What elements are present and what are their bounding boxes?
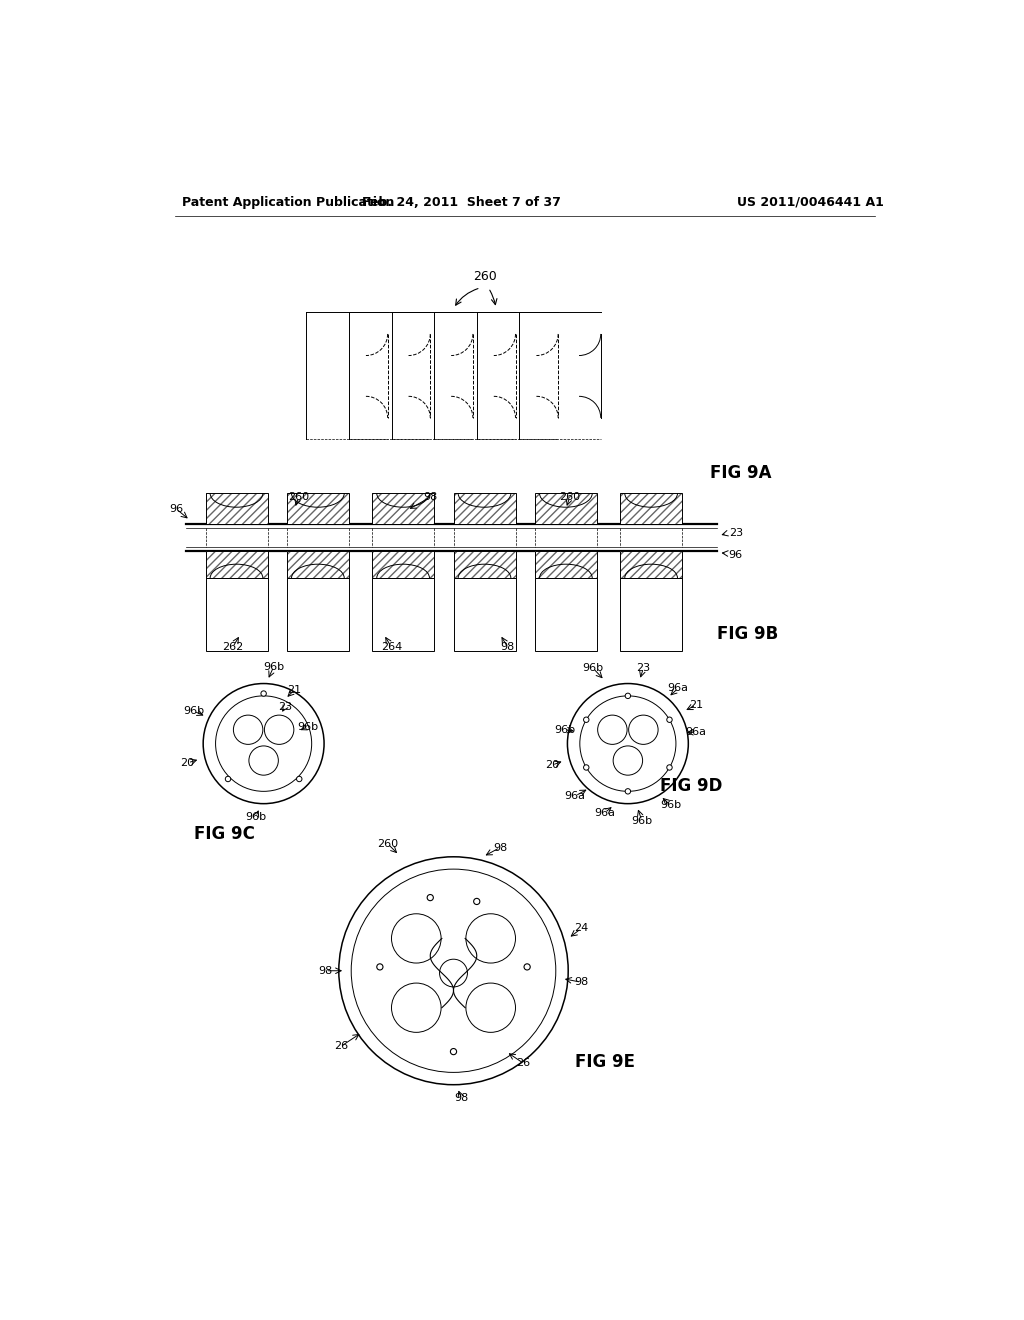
Text: 96b: 96b [659,800,681,810]
Circle shape [667,764,672,770]
Text: 98: 98 [423,492,437,502]
Text: 260: 260 [288,492,309,502]
Text: FIG 9D: FIG 9D [660,777,723,795]
Text: FIG 9B: FIG 9B [718,626,778,643]
Text: 96b: 96b [631,816,652,825]
Text: 26: 26 [334,1041,348,1051]
Circle shape [474,899,480,904]
Bar [372,494,434,524]
Bar [206,494,267,524]
Text: 98: 98 [318,966,333,975]
Text: US 2011/0046441 A1: US 2011/0046441 A1 [736,195,884,209]
Bar [621,552,682,578]
Bar [454,552,515,578]
Bar [535,494,597,524]
Text: 96a: 96a [668,684,689,693]
Bar [206,552,267,578]
Text: 23: 23 [636,663,650,673]
Bar [287,494,349,524]
Bar [372,552,434,578]
Text: 20: 20 [180,758,195,768]
Bar [454,494,515,524]
Bar [372,578,434,651]
Text: 264: 264 [381,643,402,652]
Bar [535,552,597,578]
Bar [621,552,682,578]
Text: 96b: 96b [183,706,205,717]
Bar [372,494,434,524]
Bar [535,494,597,524]
Text: 98: 98 [493,842,507,853]
Bar [621,494,682,524]
Circle shape [225,776,230,781]
Bar [454,578,515,651]
Text: 98: 98 [454,1093,468,1102]
Bar [621,494,682,524]
Bar [372,552,434,578]
Bar [454,552,515,578]
Circle shape [626,788,631,795]
Circle shape [584,717,589,722]
Text: 260: 260 [559,492,581,502]
Bar [206,578,267,651]
Bar [206,494,267,524]
Text: 23: 23 [279,702,293,711]
Text: Feb. 24, 2011  Sheet 7 of 37: Feb. 24, 2011 Sheet 7 of 37 [361,195,561,209]
Circle shape [377,964,383,970]
Text: 24: 24 [574,924,589,933]
Text: 96b: 96b [554,725,574,735]
Text: 26: 26 [516,1059,530,1068]
Text: 21: 21 [689,700,703,710]
Bar [287,552,349,578]
Text: 96: 96 [729,550,742,560]
Text: 262: 262 [222,643,244,652]
Text: Patent Application Publication: Patent Application Publication [182,195,394,209]
Text: 96b: 96b [263,661,285,672]
Circle shape [451,1048,457,1055]
Text: 260: 260 [473,269,497,282]
Text: FIG 9C: FIG 9C [195,825,255,843]
Text: 96b: 96b [583,663,603,673]
Bar [206,552,267,578]
Text: 23: 23 [729,528,742,539]
Bar [454,494,515,524]
Text: 98: 98 [574,977,589,987]
Text: 260: 260 [377,838,398,849]
Text: 96a: 96a [594,808,615,818]
Bar [535,578,597,651]
Circle shape [524,964,530,970]
Text: 96: 96 [169,504,183,513]
Bar [287,578,349,651]
Bar [287,552,349,578]
Text: 21: 21 [288,685,302,694]
Text: 96b: 96b [297,722,318,731]
Bar [535,552,597,578]
Bar [621,578,682,651]
Circle shape [584,764,589,770]
Text: 98: 98 [501,643,515,652]
Bar [287,494,349,524]
Text: 96a: 96a [564,791,586,801]
Circle shape [261,690,266,696]
Circle shape [427,895,433,900]
Text: FIG 9A: FIG 9A [710,463,771,482]
Text: 96a: 96a [686,727,707,737]
Circle shape [297,776,302,781]
Text: 20: 20 [545,760,559,770]
Text: 96b: 96b [246,812,266,822]
Text: FIG 9E: FIG 9E [574,1052,635,1071]
Circle shape [626,693,631,698]
Circle shape [667,717,672,722]
